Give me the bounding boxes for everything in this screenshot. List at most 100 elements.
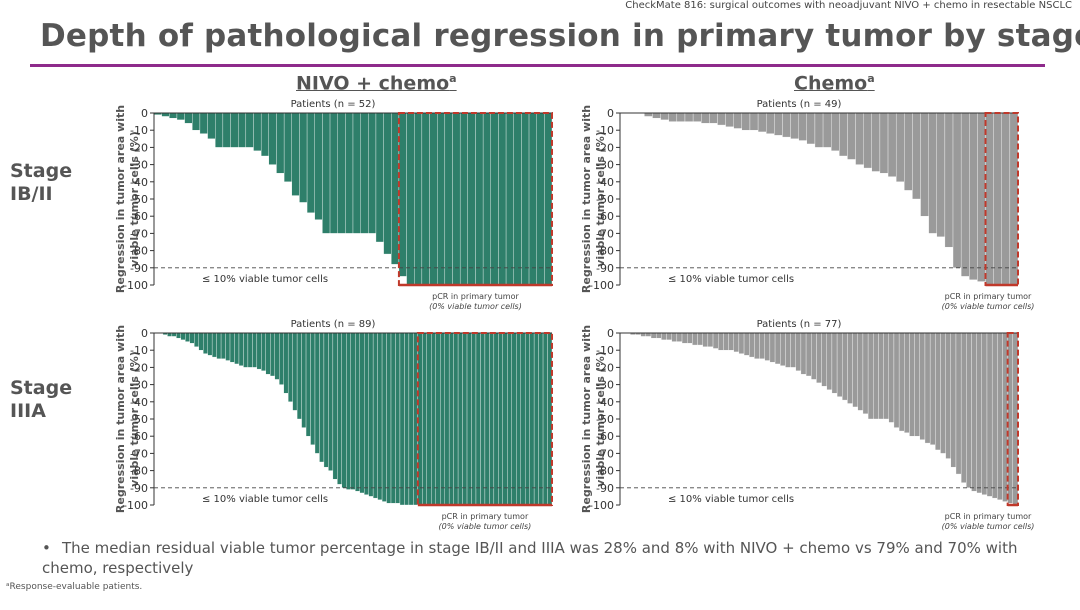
bar: [893, 332, 900, 428]
bar: [247, 332, 253, 368]
y-axis-label-line2: viable tumor cells (%): [594, 351, 607, 487]
bar: [268, 112, 277, 165]
bar: [176, 112, 185, 121]
bar: [826, 332, 833, 390]
pcr-box: [1006, 332, 1019, 506]
bar: [480, 332, 486, 506]
bar: [839, 112, 848, 157]
bar: [718, 332, 724, 351]
bar: [194, 332, 199, 347]
bar: [811, 332, 817, 380]
bar: [291, 112, 300, 196]
stage-label-iiia-line1: Stage: [10, 377, 73, 399]
y-axis-label-line2: viable tumor cells (%): [594, 131, 607, 267]
pcr-label: pCR in primary tumor: [442, 512, 529, 521]
bar: [253, 112, 262, 152]
bar: [944, 112, 954, 248]
bar: [222, 112, 231, 148]
column-title-nivo-mark: a: [449, 72, 457, 85]
bar: [723, 332, 729, 351]
bar: [215, 112, 224, 148]
bar: [341, 332, 347, 488]
column-title-nivo: NIVO + chemoa: [296, 72, 457, 94]
bullet-dot: •: [42, 539, 51, 557]
bar: [842, 332, 848, 401]
bar: [211, 332, 217, 358]
bar: [220, 332, 226, 359]
bar: [323, 332, 329, 468]
bar: [364, 332, 369, 495]
chart-nivo-stage-ib-ii: Regression in tumor area withviable tumo…: [62, 92, 582, 322]
bar: [489, 332, 495, 506]
bar: [912, 112, 921, 200]
bar: [684, 112, 694, 122]
patients-label: Patients (n = 49): [757, 99, 842, 110]
pcr-sublabel: (0% viable tumor cells): [942, 302, 1035, 311]
y-tick-label: -70: [596, 447, 614, 460]
stage-label-ib-ii: Stage IB/II: [10, 160, 72, 206]
bar: [314, 332, 320, 454]
y-tick-label: -90: [596, 262, 614, 275]
bar: [800, 332, 807, 375]
bar: [386, 332, 392, 504]
bar: [305, 332, 311, 437]
bar: [462, 332, 468, 506]
bar: [898, 332, 905, 432]
bar: [821, 332, 827, 387]
bar: [426, 332, 432, 506]
bar: [790, 332, 796, 368]
bar: [749, 112, 759, 131]
y-tick-label: -10: [130, 344, 148, 357]
pcr-label: pCR in primary tumor: [945, 512, 1032, 521]
bar: [749, 332, 755, 358]
bar: [738, 332, 745, 354]
bar: [914, 332, 920, 437]
bar: [909, 332, 915, 437]
y-tick-label: -60: [596, 430, 614, 443]
bar: [928, 112, 937, 234]
bar: [245, 112, 254, 148]
bar: [661, 332, 667, 341]
page-title-text: Depth of pathological regression in prim…: [40, 18, 1080, 54]
bar: [520, 332, 526, 506]
bar: [692, 112, 702, 122]
y-tick-label: -100: [589, 499, 614, 512]
y-tick-label: -90: [130, 262, 148, 275]
bar: [971, 332, 977, 492]
bar: [328, 332, 334, 471]
y-tick-label: 0: [607, 327, 614, 340]
bar: [733, 332, 740, 353]
bar: [656, 332, 662, 339]
bar: [350, 332, 356, 490]
pcr-sublabel: (0% viable tumor cells): [942, 522, 1035, 531]
bar: [879, 112, 889, 174]
bar: [459, 112, 468, 286]
bar: [375, 112, 384, 243]
bar: [993, 112, 1002, 286]
stage-label-iiia: Stage IIIA: [10, 377, 72, 423]
y-axis-label-line2: viable tumor cells (%): [128, 351, 141, 487]
bar: [867, 332, 874, 420]
bar: [383, 112, 392, 255]
bar: [207, 112, 216, 139]
bar: [391, 112, 400, 265]
bar: [871, 112, 881, 172]
y-tick-label: -30: [130, 379, 148, 392]
y-tick-label: -60: [130, 210, 148, 223]
y-tick-label: -80: [130, 465, 148, 478]
bar: [728, 332, 734, 351]
bar: [904, 332, 910, 433]
bar: [431, 332, 436, 506]
threshold-label: ≤ 10% viable tumor cells: [202, 494, 328, 505]
bar: [490, 112, 499, 286]
bar: [198, 332, 204, 351]
bar: [976, 332, 982, 494]
pcr-sublabel: (0% viable tumor cells): [429, 302, 522, 311]
y-tick-label: -90: [130, 482, 148, 495]
bar: [180, 332, 186, 341]
stage-label-iiia-line2: IIIA: [10, 400, 46, 422]
y-tick-label: -50: [130, 413, 148, 426]
y-tick-label: -50: [130, 193, 148, 206]
bar: [878, 332, 884, 420]
bar: [952, 112, 962, 268]
